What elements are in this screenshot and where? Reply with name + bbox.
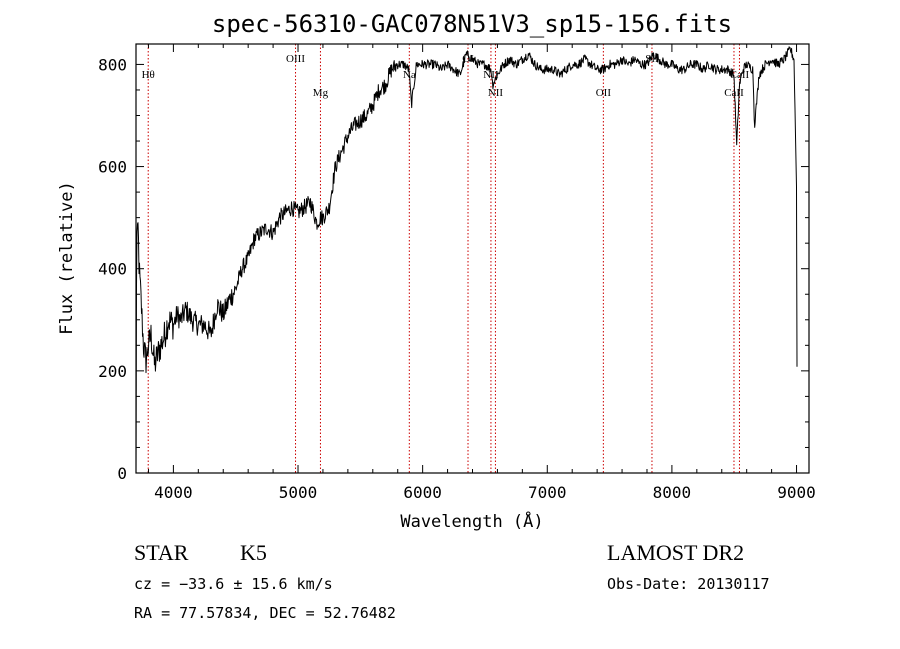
annotation-label: Hθ xyxy=(142,69,155,81)
x-tick-label: 7000 xyxy=(528,483,567,502)
x-tick-label: 9000 xyxy=(777,483,816,502)
survey-name: LAMOST DR2 xyxy=(607,540,745,565)
x-tick-label: 6000 xyxy=(403,483,442,502)
annotation-label: OIII xyxy=(286,53,305,65)
y-axis-label: Flux (relative) xyxy=(57,181,77,335)
annotation-label: CaII xyxy=(730,69,750,81)
annotation-label: NII xyxy=(488,87,504,99)
redshift-value: cz = −33.6 ± 15.6 km/s xyxy=(134,575,333,593)
chart-title: spec-56310-GAC078N51V3_sp15-156.fits xyxy=(212,10,732,38)
spectrum-series xyxy=(135,46,798,474)
object-subclass: K5 xyxy=(240,540,267,565)
spectrum-line-0 xyxy=(135,46,798,474)
annotation-label: Mg xyxy=(313,87,329,99)
y-tick-label: 800 xyxy=(98,55,127,74)
x-axis-label: Wavelength (Å) xyxy=(400,510,543,532)
x-tick-label: 4000 xyxy=(154,483,193,502)
x-tick-label: 5000 xyxy=(279,483,318,502)
y-tick-label: 0 xyxy=(117,464,127,483)
coordinates: RA = 77.57834, DEC = 52.76482 xyxy=(134,604,396,622)
plot-frame xyxy=(135,43,810,474)
annotation-label: OII xyxy=(596,87,612,99)
x-tick-label: 8000 xyxy=(653,483,692,502)
annotation-label: OI xyxy=(462,53,474,65)
y-tick-label: 400 xyxy=(98,260,127,279)
obs-date: Obs-Date: 20130117 xyxy=(607,575,770,593)
y-tick-label: 200 xyxy=(98,362,127,381)
y-tick-label: 600 xyxy=(98,158,127,177)
object-class: STAR xyxy=(134,540,189,565)
axes: 4000 5000 6000 7000 8000 9000 0 200 400 600 800 xyxy=(98,44,816,502)
